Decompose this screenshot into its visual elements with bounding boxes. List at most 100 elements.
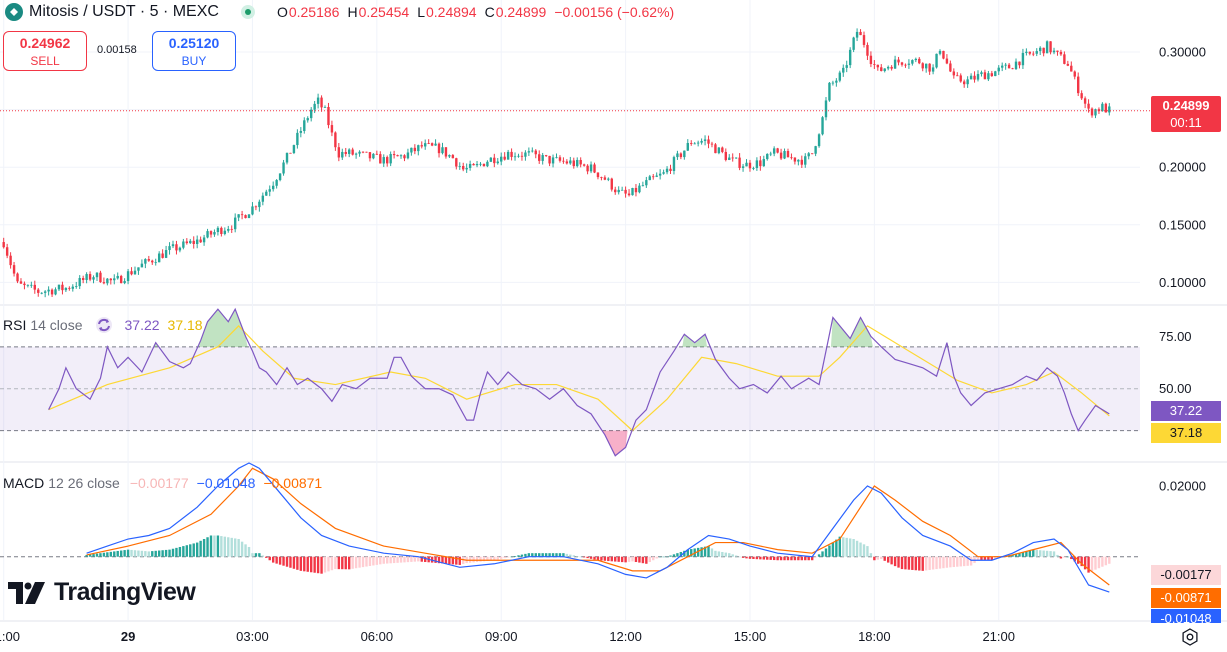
- symbol-title[interactable]: Mitosis / USDT · 5 · MEXC: [29, 3, 219, 20]
- macd-histogram-bar: [1025, 551, 1028, 557]
- candle-body: [520, 155, 524, 157]
- macd-histogram-bar: [741, 556, 745, 558]
- candle-body: [1014, 61, 1018, 70]
- candle-body: [1028, 51, 1032, 54]
- macd-histogram-bar: [738, 556, 741, 558]
- candle-body: [223, 230, 227, 235]
- macd-histogram-bar: [489, 556, 493, 561]
- candle-body: [931, 67, 935, 72]
- macd-histogram-bar: [1070, 556, 1073, 560]
- macd-line-tag: -0.01048: [1151, 609, 1221, 623]
- candle-body: [921, 63, 924, 69]
- macd-histogram-bar: [797, 556, 800, 561]
- macd-histogram-bar: [261, 555, 265, 557]
- candle-body: [548, 155, 551, 164]
- macd-histogram-bar: [1056, 554, 1059, 557]
- candle-body: [271, 185, 275, 190]
- macd-histogram-bar: [783, 556, 786, 561]
- candle-body: [565, 161, 569, 164]
- macd-legend[interactable]: MACD 12 26 close −0.00177 −0.01048 −0.00…: [3, 475, 322, 491]
- macd-histogram-bar: [382, 556, 385, 564]
- macd-histogram-bar: [237, 539, 240, 557]
- macd-histogram-bar: [330, 556, 334, 571]
- buy-button[interactable]: 0.25120 BUY: [152, 31, 236, 71]
- macd-histogram-bar: [1097, 556, 1101, 569]
- macd-histogram-bar: [707, 546, 710, 557]
- candle-body: [303, 120, 306, 132]
- candle-body: [43, 291, 47, 293]
- macd-histogram-bar: [223, 536, 227, 557]
- rsi-label: RSI: [3, 317, 27, 333]
- macd-histogram-bar: [88, 554, 92, 557]
- rsi-legend[interactable]: RSI 14 close 37.22 37.18: [3, 316, 203, 334]
- macd-histogram-bar: [558, 553, 562, 557]
- candle-body: [489, 157, 493, 162]
- macd-histogram-bar: [1059, 556, 1063, 559]
- macd-histogram-bar: [513, 555, 517, 557]
- macd-histogram-bar: [251, 553, 254, 557]
- macd-histogram-bar: [769, 556, 772, 560]
- candle-body: [396, 155, 399, 157]
- price-axis-label: 0.30000: [1159, 45, 1206, 60]
- macd-histogram-bar: [710, 548, 714, 557]
- macd-histogram-bar: [1094, 556, 1097, 570]
- macd-histogram-bar: [230, 537, 233, 557]
- macd-histogram-bar: [848, 538, 852, 557]
- price-axis-label: 0.15000: [1159, 217, 1206, 232]
- macd-histogram-bar: [379, 556, 382, 565]
- macd-histogram-bar: [994, 556, 997, 560]
- tradingview-branding[interactable]: TradingView: [8, 578, 196, 607]
- candle-body: [192, 240, 195, 244]
- macd-signal-tag: -0.00871: [1151, 588, 1221, 608]
- candle-body: [81, 278, 85, 281]
- buy-label: BUY: [181, 54, 207, 68]
- candle-body: [531, 150, 534, 152]
- candle-body: [534, 150, 537, 155]
- candle-body: [600, 177, 603, 178]
- macd-histogram-bar: [990, 556, 994, 561]
- macd-histogram-bar: [437, 556, 441, 564]
- macd-histogram-bar: [700, 547, 703, 557]
- refresh-icon[interactable]: [93, 316, 115, 334]
- macd-histogram-bar: [1080, 556, 1083, 567]
- candle-body: [962, 81, 966, 85]
- macd-histogram-bar: [931, 556, 935, 570]
- macd-histogram-bar: [544, 553, 548, 557]
- macd-histogram-bar: [195, 542, 199, 557]
- macd-histogram-bar: [603, 556, 607, 561]
- macd-histogram-bar: [113, 551, 116, 557]
- macd-histogram-bar: [987, 556, 990, 561]
- candle-body: [382, 157, 385, 164]
- gear-icon-outline: [1182, 628, 1198, 646]
- macd-histogram-bar: [102, 552, 106, 557]
- candle-body: [544, 155, 548, 156]
- candle-body: [365, 151, 368, 153]
- macd-histogram-bar: [531, 553, 534, 557]
- candle-body: [216, 227, 220, 233]
- macd-histogram-bar: [424, 556, 427, 563]
- candle-body: [683, 150, 686, 158]
- candle-body: [987, 73, 990, 80]
- macd-histogram-bar: [762, 556, 765, 560]
- sell-price: 0.24962: [19, 35, 71, 51]
- macd-histogram-bar: [192, 543, 195, 557]
- candle-body: [551, 157, 555, 164]
- candle-body: [1052, 50, 1056, 53]
- macd-histogram-bar: [766, 556, 769, 560]
- market-status-icon[interactable]: [240, 5, 255, 19]
- sell-button[interactable]: 0.24962 SELL: [3, 31, 87, 71]
- candle-body: [696, 142, 700, 144]
- macd-histogram-bar: [904, 556, 907, 570]
- candle-body: [669, 168, 672, 171]
- rsi-params: 14 close: [30, 317, 83, 333]
- gear-icon[interactable]: [1182, 628, 1198, 646]
- macd-line: [86, 462, 1110, 593]
- candle-body: [437, 143, 441, 154]
- macd-histogram-bar: [921, 556, 924, 571]
- candle-body: [233, 217, 237, 230]
- candle-body: [344, 151, 347, 154]
- candle-body: [19, 281, 23, 284]
- candle-body: [821, 117, 824, 135]
- macd-histogram-bar: [814, 556, 817, 558]
